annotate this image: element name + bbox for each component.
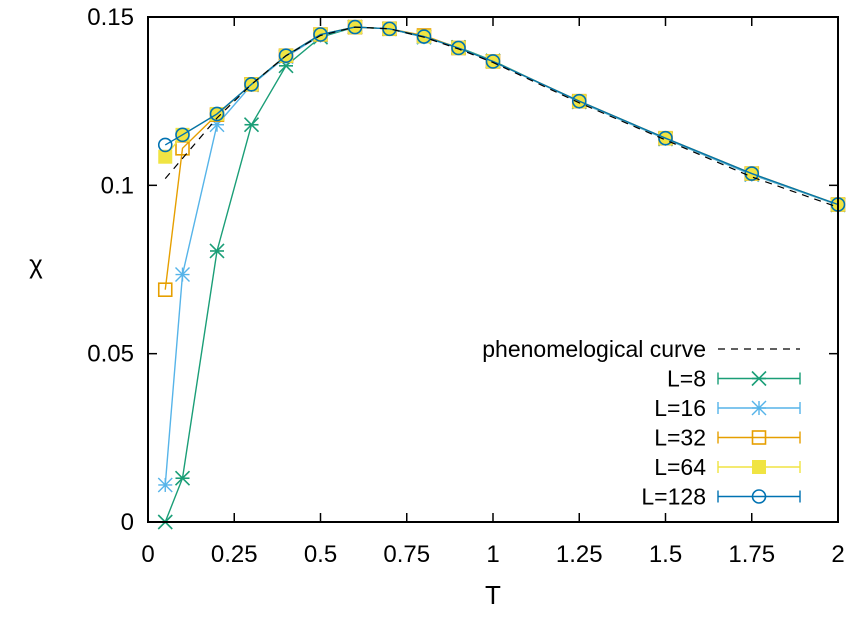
y-axis-title: χ bbox=[29, 249, 43, 279]
marker-shape bbox=[416, 29, 432, 44]
legend-entry: L=64 bbox=[654, 454, 801, 480]
legend-marker bbox=[751, 489, 767, 504]
x-tick-label: 0.5 bbox=[304, 541, 337, 568]
data-point bbox=[158, 149, 173, 164]
marker-shape bbox=[571, 93, 587, 109]
data-point bbox=[175, 267, 190, 283]
legend: phenomelogical curve L=8 L=16 L=32 L=64 L=128 bbox=[482, 336, 801, 510]
x-tick-label: 1.75 bbox=[728, 541, 775, 568]
legend-label: L=8 bbox=[667, 366, 706, 392]
legend-entry: phenomelogical curve bbox=[482, 336, 800, 362]
marker-shape bbox=[244, 77, 259, 92]
legend-entry: L=32 bbox=[654, 425, 801, 451]
marker-shape bbox=[752, 460, 766, 474]
marker-shape bbox=[658, 130, 673, 146]
legend-marker bbox=[751, 400, 767, 416]
marker-shape bbox=[347, 19, 363, 35]
phenomelogical-curve-line bbox=[164, 26, 839, 208]
legend-marker bbox=[752, 460, 766, 474]
series-line bbox=[164, 26, 839, 206]
legend-marker bbox=[751, 430, 767, 445]
series-line bbox=[164, 26, 839, 290]
data-point bbox=[244, 77, 259, 92]
y-tick-label: 0.05 bbox=[87, 341, 134, 368]
legend-entry: L=16 bbox=[654, 395, 801, 421]
x-tick-label: 2 bbox=[831, 541, 844, 568]
data-point bbox=[174, 470, 191, 486]
data-point bbox=[485, 54, 501, 69]
data-point bbox=[416, 29, 432, 44]
x-tick-label: 1.25 bbox=[556, 541, 603, 568]
data-point bbox=[278, 48, 294, 64]
x-tick-label: 0.75 bbox=[383, 541, 430, 568]
legend-label: L=16 bbox=[654, 395, 706, 421]
legend-marker bbox=[751, 370, 767, 387]
data-point bbox=[157, 282, 173, 298]
series-line bbox=[164, 26, 839, 206]
legend-label: L=32 bbox=[654, 425, 706, 451]
plot-frame bbox=[147, 16, 839, 523]
y-tick-label: 0.1 bbox=[101, 172, 134, 199]
x-tick-label: 1.5 bbox=[649, 541, 682, 568]
data-point bbox=[347, 19, 363, 35]
series-l-16 bbox=[157, 19, 846, 493]
marker-shape bbox=[751, 430, 767, 445]
y-tick-label: 0.15 bbox=[87, 4, 134, 31]
series-l-64 bbox=[158, 20, 845, 212]
x-tick-label: 0 bbox=[141, 541, 154, 568]
data-point bbox=[209, 243, 225, 259]
x-tick-label: 1 bbox=[486, 541, 499, 568]
data-point bbox=[571, 93, 587, 109]
data-point bbox=[157, 137, 173, 153]
legend-entry: L=8 bbox=[667, 366, 801, 392]
marker-shape bbox=[451, 40, 466, 56]
x-axis-title: T bbox=[485, 580, 501, 610]
legend-label: L=64 bbox=[654, 454, 706, 480]
plot-layer bbox=[157, 19, 846, 530]
marker-shape bbox=[751, 489, 767, 504]
marker-shape bbox=[157, 282, 173, 298]
marker-shape bbox=[157, 137, 173, 153]
marker-shape bbox=[278, 48, 294, 64]
series-line bbox=[164, 26, 839, 486]
tick-layer: 0 0.25 0.5 0.75 1 1.25 1.5 1.75 2 0 0.05 0.1 0.15 bbox=[87, 4, 844, 568]
series-l-8 bbox=[157, 19, 846, 530]
data-point bbox=[157, 477, 173, 493]
y-tick-label: 0 bbox=[121, 509, 134, 536]
legend-label: phenomelogical curve bbox=[482, 336, 706, 362]
series-l-32 bbox=[157, 19, 846, 298]
marker-shape bbox=[158, 149, 173, 164]
data-point bbox=[175, 127, 190, 143]
data-point bbox=[451, 40, 466, 56]
data-point bbox=[313, 27, 328, 42]
legend-entry: L=128 bbox=[641, 484, 801, 510]
series-line bbox=[164, 26, 839, 523]
legend-label: L=128 bbox=[641, 484, 706, 510]
data-point bbox=[243, 117, 260, 133]
marker-shape bbox=[175, 127, 190, 143]
data-point bbox=[209, 106, 225, 122]
marker-shape bbox=[209, 106, 225, 122]
data-point bbox=[658, 130, 673, 146]
x-tick-label: 0.25 bbox=[211, 541, 258, 568]
marker-shape bbox=[313, 27, 328, 42]
series-l-128 bbox=[157, 19, 846, 212]
marker-shape bbox=[485, 54, 501, 69]
